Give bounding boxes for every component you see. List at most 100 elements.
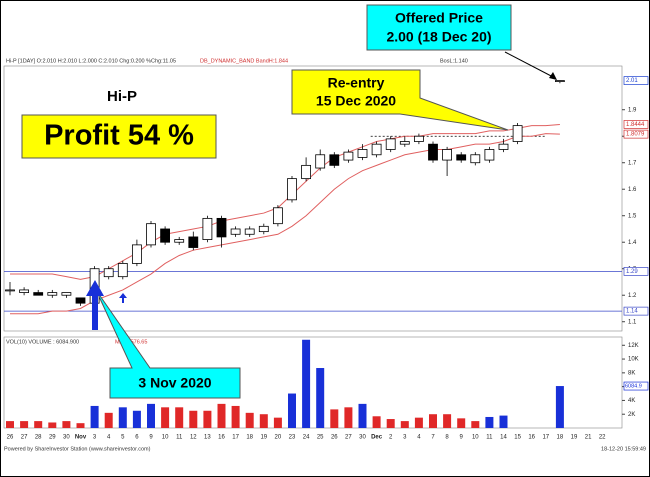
x-tick-label: 5 [121, 435, 125, 441]
x-tick-label: 20 [275, 435, 282, 441]
volume-bar [316, 368, 325, 428]
volume-bar [457, 418, 466, 428]
candle-body [329, 154, 340, 166]
x-tick-label: 18 [557, 435, 564, 441]
x-tick-label: 30 [359, 435, 366, 441]
price-marker-box [623, 306, 649, 316]
candle-body [343, 151, 354, 161]
volume-bar [400, 421, 409, 428]
x-tick-label: 27 [345, 435, 352, 441]
volume-bar [175, 407, 184, 428]
x-tick-label: 9 [149, 435, 153, 441]
volume-bar [485, 416, 494, 428]
price-marker-box [623, 76, 649, 85]
candle-body [301, 164, 312, 180]
y-tick-label: 1.6 [628, 187, 637, 193]
volume-bar [6, 421, 14, 428]
volume-bar [471, 421, 480, 428]
x-tick-label: 14 [500, 435, 507, 441]
x-tick-label: 3 [403, 435, 407, 441]
volume-bar [147, 403, 155, 428]
x-tick-label: 27 [21, 435, 28, 441]
x-tick-label: 13 [204, 435, 211, 441]
volume-bar [386, 419, 395, 428]
candle-body [428, 143, 438, 161]
x-tick-label: 18 [246, 435, 253, 441]
candle-body [470, 154, 481, 164]
x-tick-label: 17 [542, 435, 549, 441]
volume-bar [259, 414, 268, 428]
candle-body [399, 141, 410, 145]
candle-body [512, 125, 523, 142]
x-tick-label: 4 [107, 435, 111, 441]
x-tick-label: 2 [389, 435, 393, 441]
x-tick-label: 28 [35, 435, 42, 441]
x-tick-label: 26 [7, 435, 14, 441]
volume-bar [20, 421, 29, 428]
band-line [10, 123, 560, 280]
candle-body [555, 80, 565, 82]
price-marker-label: 1.8079 [626, 132, 645, 138]
volume-bar [189, 410, 198, 428]
price-marker-box [623, 267, 649, 276]
candle-body [19, 289, 30, 293]
volume-bar [499, 415, 508, 428]
candle-body [357, 149, 368, 158]
offer-arrowhead [549, 72, 557, 80]
x-tick-label: Dec [371, 435, 383, 441]
volume-marker-label: 6084.9 [625, 384, 642, 390]
volume-bar [245, 412, 254, 428]
offer-arrow [504, 51, 556, 79]
x-tick-label: 12 [190, 435, 197, 441]
candle-body [498, 143, 509, 150]
candle-body [484, 149, 495, 161]
candle-body [47, 292, 58, 296]
candle-body [230, 228, 241, 235]
price-marker-label: 1.8444 [626, 122, 645, 128]
reentry-callout [291, 69, 509, 131]
x-tick-label: 11 [486, 435, 493, 441]
x-tick-label: 7 [431, 435, 435, 441]
x-tick-label: 19 [571, 435, 578, 441]
price-header: Hi-P [1DAY] O:2.010 H:2.010 L:2.000 C:2.… [6, 58, 176, 64]
volume-bar [48, 422, 57, 428]
band-header-right: BosL:1.140 [440, 58, 468, 64]
candle-body [33, 292, 44, 296]
x-tick-label: 15 [514, 435, 521, 441]
volume-bar [288, 393, 296, 428]
profit-label: Profit 54 % [44, 120, 194, 152]
volume-bar [344, 407, 353, 428]
x-tick-label: 9 [460, 435, 464, 441]
volume-bar [62, 421, 71, 428]
volume-marker-box [623, 381, 649, 391]
candle-body [258, 225, 269, 233]
volume-bar [104, 412, 113, 428]
candle-body [442, 149, 453, 161]
volume-bar [203, 410, 212, 428]
entry-label: 3 Nov 2020 [138, 375, 211, 391]
y-tick-label: 12K [628, 343, 639, 349]
candle-body [287, 178, 297, 201]
reentry-label: Re-entry [328, 75, 385, 91]
profit-box [21, 114, 217, 159]
volume-bar [302, 339, 311, 428]
timestamp: 18-12-20 15:59:49 [601, 446, 646, 452]
x-tick-label: 30 [63, 435, 70, 441]
price-marker-label: 2.01 [626, 78, 638, 84]
x-tick-label: 6 [135, 435, 139, 441]
y-tick-label: 10K [628, 357, 639, 363]
reentry-label: 15 Dec 2020 [316, 93, 396, 109]
price-marker-label: 1.14 [626, 309, 638, 315]
volume-bar [372, 416, 381, 428]
x-tick-label: 4 [417, 435, 421, 441]
x-tick-label: 17 [232, 435, 239, 441]
candle-body [202, 217, 213, 240]
candle-body [244, 228, 255, 235]
volume-header: VOL(10) VOLUME : 6084.900 [6, 339, 79, 345]
x-tick-label: 16 [218, 435, 225, 441]
x-tick-label: 26 [331, 435, 338, 441]
x-tick-label: 24 [303, 435, 310, 441]
volume-bar [118, 407, 127, 428]
stock-label: Hi-P [107, 88, 137, 105]
y-tick-label: 1.5 [628, 213, 637, 219]
